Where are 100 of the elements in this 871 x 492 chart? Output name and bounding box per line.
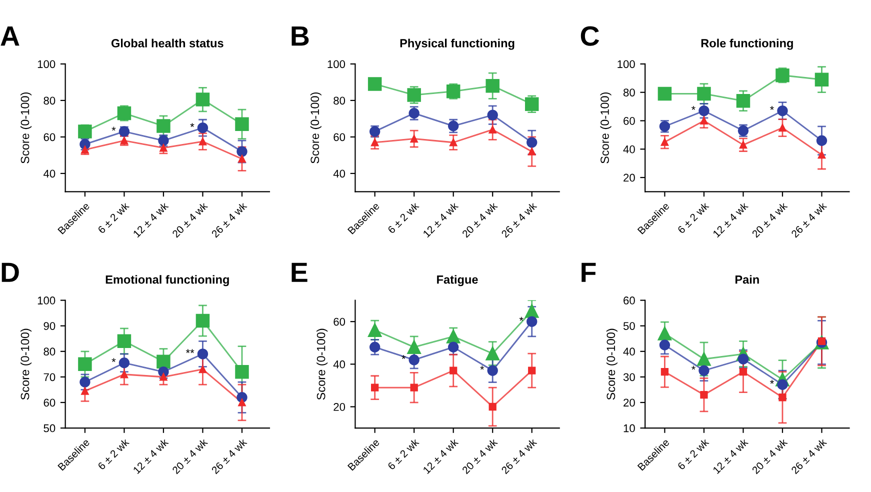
point bbox=[486, 78, 500, 93]
point bbox=[528, 366, 536, 374]
point bbox=[160, 373, 168, 381]
y-tick-label: 60 bbox=[624, 296, 635, 304]
x-tick-label: 12 ± 4 wk bbox=[712, 438, 749, 474]
point bbox=[739, 368, 748, 376]
y-tick-label: 50 bbox=[44, 424, 56, 432]
y-tick-label: 40 bbox=[333, 360, 346, 368]
point bbox=[156, 354, 170, 368]
point bbox=[410, 384, 418, 392]
annotation: * bbox=[112, 358, 116, 362]
chart-title: Global health status bbox=[111, 38, 224, 48]
annotation: * bbox=[480, 366, 484, 370]
point bbox=[658, 86, 672, 101]
point bbox=[120, 370, 128, 378]
point bbox=[448, 342, 459, 352]
point bbox=[660, 368, 669, 376]
annotation: ** bbox=[186, 349, 194, 354]
point bbox=[697, 86, 711, 101]
point bbox=[814, 72, 829, 86]
point bbox=[736, 94, 750, 108]
annotation: * bbox=[691, 106, 696, 110]
point bbox=[198, 365, 207, 374]
chart-title: Fatigue bbox=[437, 275, 478, 286]
point bbox=[407, 340, 421, 354]
point bbox=[486, 346, 500, 360]
text: E bbox=[292, 262, 308, 282]
y-tick-label: 30 bbox=[623, 373, 635, 382]
x-tick-label: 6 ± 2 wk bbox=[676, 201, 710, 234]
x-tick-label: 12 ± 4 wk bbox=[132, 438, 169, 474]
point bbox=[528, 148, 536, 156]
point bbox=[235, 364, 249, 379]
y-tick-label: 60 bbox=[44, 133, 56, 142]
point bbox=[487, 365, 498, 376]
point bbox=[778, 124, 786, 132]
x-tick-label: 26 ± 4 wk bbox=[210, 201, 248, 238]
y-tick-label: 90 bbox=[44, 322, 56, 330]
y-axis-title: Score (0-100) bbox=[600, 92, 612, 164]
y-axis-title: Score (0-100) bbox=[606, 328, 618, 400]
x-tick-label: 20 ± 4 wk bbox=[751, 438, 788, 474]
x-tick-label: 26 ± 4 wk bbox=[500, 438, 538, 474]
point bbox=[196, 92, 210, 106]
point bbox=[698, 105, 710, 116]
x-tick-label: 12 ± 4 wk bbox=[422, 438, 459, 474]
point bbox=[818, 150, 826, 159]
point bbox=[197, 122, 208, 134]
x-tick-label: 12 ± 4 wk bbox=[132, 201, 169, 238]
y-tick-label: 80 bbox=[44, 348, 56, 356]
point bbox=[658, 326, 672, 340]
point bbox=[488, 126, 496, 134]
point bbox=[78, 357, 92, 372]
annotation: * bbox=[770, 106, 774, 110]
x-tick-label: 6 ± 2 wk bbox=[97, 438, 130, 470]
x-tick-label: 20 ± 4 wk bbox=[462, 201, 498, 238]
point bbox=[160, 144, 168, 152]
point bbox=[450, 366, 458, 374]
point bbox=[450, 138, 458, 146]
x-tick-label: 20 ± 4 wk bbox=[172, 438, 208, 474]
x-tick-label: 26 ± 4 wk bbox=[210, 438, 248, 474]
x-tick-label: 20 ± 4 wk bbox=[172, 201, 208, 238]
point bbox=[236, 146, 248, 157]
point bbox=[197, 348, 208, 360]
point bbox=[368, 323, 382, 337]
y-axis-title: Score (0-100) bbox=[310, 92, 322, 164]
point bbox=[526, 137, 538, 148]
y-tick-label: 40 bbox=[623, 348, 635, 356]
point bbox=[700, 116, 708, 125]
x-tick-label: 26 ± 4 wk bbox=[790, 438, 828, 474]
annotation: * bbox=[770, 380, 774, 384]
x-tick-label: 6 ± 2 wk bbox=[387, 201, 420, 234]
point bbox=[408, 354, 420, 366]
x-tick-label: 6 ± 2 wk bbox=[97, 201, 130, 234]
point bbox=[238, 155, 246, 163]
point bbox=[81, 387, 89, 395]
point bbox=[739, 141, 748, 149]
point bbox=[524, 304, 539, 318]
annotation: * bbox=[190, 123, 194, 127]
x-tick-label: 20 ± 4 wk bbox=[751, 201, 788, 238]
chart-title: Physical functioning bbox=[400, 38, 514, 50]
point bbox=[487, 110, 498, 120]
chart-title: Emotional functioning bbox=[106, 275, 229, 286]
y-tick-label: 10 bbox=[624, 424, 635, 432]
annotation: * bbox=[519, 316, 524, 321]
text: C bbox=[580, 26, 600, 46]
annotation: * bbox=[112, 126, 116, 131]
y-tick-label: 70 bbox=[44, 373, 56, 382]
point bbox=[660, 138, 669, 146]
y-tick-label: 80 bbox=[623, 88, 635, 96]
point bbox=[80, 376, 90, 388]
point bbox=[777, 105, 788, 116]
point bbox=[524, 97, 539, 111]
y-axis-title: Score (0-100) bbox=[20, 92, 32, 164]
point bbox=[698, 365, 710, 376]
point bbox=[488, 402, 496, 411]
y-axis-title: Score (0-100) bbox=[20, 328, 32, 400]
chart-title: Pain bbox=[735, 275, 759, 284]
chart-title: Role functioning bbox=[701, 38, 793, 50]
y-tick-label: 100 bbox=[38, 60, 56, 68]
point bbox=[196, 314, 210, 328]
y-tick-label: 100 bbox=[328, 60, 346, 68]
